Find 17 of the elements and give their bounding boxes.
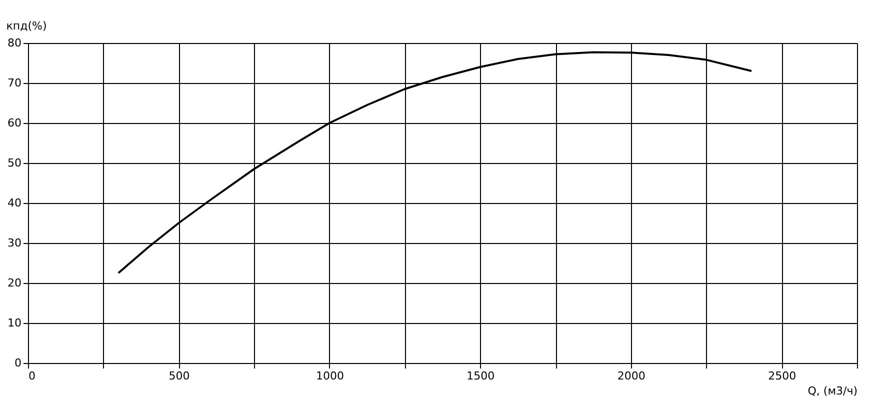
x-axis-title: Q, (м3/ч) [808,384,858,398]
x-tick-label: 500 [168,370,190,382]
y-tick-label: 30 [8,236,22,250]
y-tick-label: 60 [8,116,22,130]
y-tick-label: 0 [14,356,22,370]
y-tick-label: 40 [8,196,22,210]
x-tick-label: 2000 [617,370,646,382]
x-tick-label: 0 [28,370,36,382]
y-axis-title: кпд(%) [6,20,47,32]
x-tick-label: 1500 [466,370,495,382]
y-tick-label: 20 [8,276,22,290]
x-tick-label: 1000 [316,370,344,382]
x-tick-label: 2500 [768,370,796,382]
y-tick-label: 70 [8,76,22,90]
y-tick-label: 80 [8,36,22,50]
y-tick-label: 10 [8,316,22,330]
y-tick-label: 50 [8,156,22,170]
